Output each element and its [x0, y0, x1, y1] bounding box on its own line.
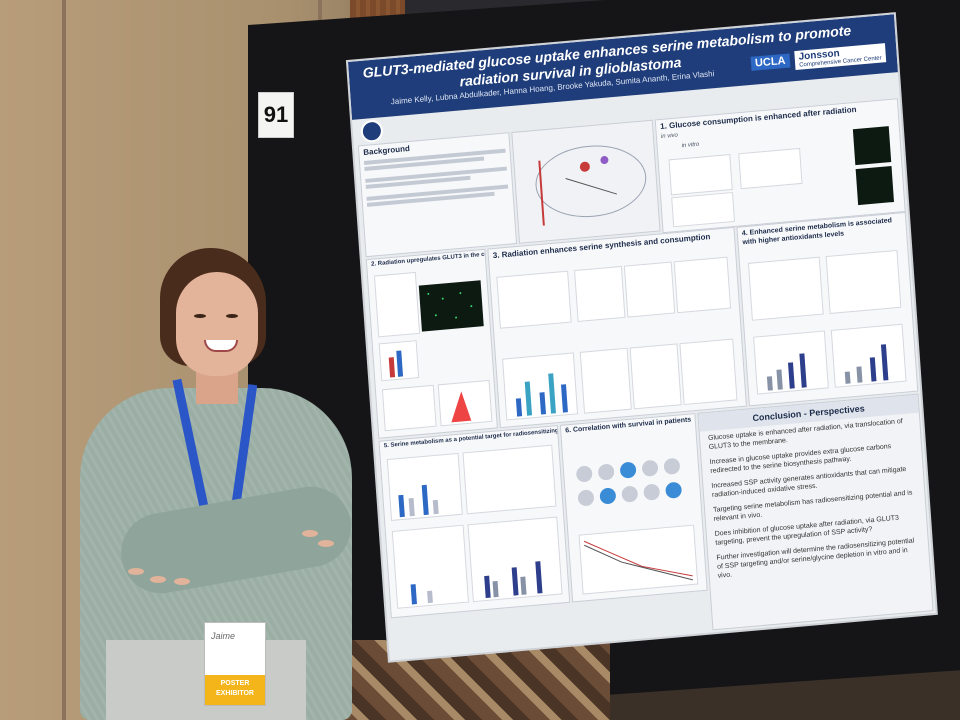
booth-number-card: 91	[258, 92, 294, 138]
line-chart-thumbnail	[623, 261, 676, 318]
sweater-cutout	[318, 540, 334, 547]
line-chart-thumbnail	[679, 338, 738, 406]
badge-band-line-1: POSTER	[220, 680, 250, 687]
name-badge: Jaime POSTER EXHIBITOR	[204, 622, 266, 706]
section-1: 1. Glucose consumption is enhanced after…	[654, 98, 906, 234]
sweater-cutout	[150, 576, 166, 583]
person-eye	[226, 314, 238, 318]
bar-chart-thumbnail	[391, 524, 469, 609]
western-blot-thumbnail	[373, 271, 421, 338]
section-6: 6. Correlation with survival in patients	[559, 413, 708, 603]
sweater-cutout	[174, 578, 190, 585]
line-chart-thumbnail	[462, 444, 557, 515]
person-eye	[194, 314, 206, 318]
section-conclusion: Conclusion - Perspectives Glucose uptake…	[697, 393, 934, 631]
microscopy-image	[855, 166, 895, 206]
jonsson-logo: Jonsson Comprehensive Cancer Center	[794, 43, 886, 71]
bar-chart-thumbnail	[502, 352, 579, 421]
university-emblem-icon	[360, 119, 384, 144]
line-chart-thumbnail	[629, 343, 682, 410]
line-chart-thumbnail	[747, 256, 824, 321]
line-chart-thumbnail	[825, 249, 902, 314]
badge-exhibitor-band: POSTER EXHIBITOR	[205, 675, 265, 705]
label-in-vitro: in vitro	[681, 141, 700, 150]
booth-number: 91	[263, 102, 289, 127]
pathway-schematic	[496, 270, 572, 329]
line-chart-thumbnail	[671, 191, 736, 228]
sweater-cutout	[128, 568, 144, 575]
survival-curve-thumbnail	[578, 524, 699, 595]
bar-chart-thumbnail	[378, 340, 420, 382]
research-poster: GLUT3-mediated glucose uptake enhances s…	[348, 14, 936, 661]
pathway-diagram	[511, 119, 661, 244]
section-5: 5. Serine metabolism as a potential targ…	[378, 425, 571, 619]
microscopy-image	[852, 126, 892, 166]
western-blot-thumbnail	[381, 384, 437, 432]
line-chart-thumbnail	[668, 154, 733, 196]
bar-chart-thumbnail	[467, 516, 563, 603]
pathway-diagram-svg	[535, 145, 647, 226]
line-chart-thumbnail	[673, 256, 732, 314]
sweater-cutout	[302, 530, 318, 537]
ucla-logo: UCLA	[750, 53, 790, 71]
bar-chart-thumbnail	[830, 323, 907, 388]
bar-chart-thumbnail	[386, 452, 463, 521]
badge-handwritten-name: Jaime	[211, 631, 236, 641]
wall-panel-seam	[62, 0, 66, 720]
histogram-thumbnail	[437, 379, 493, 427]
badge-band-line-2: EXHIBITOR	[216, 690, 254, 697]
fluorescence-microscopy-image	[418, 280, 484, 332]
person-face	[176, 272, 258, 376]
pie-chart-grid	[574, 455, 692, 530]
line-chart-thumbnail	[574, 265, 626, 322]
scatter-chart-thumbnail	[738, 147, 803, 190]
section-4: 4. Enhanced serine metabolism is associa…	[736, 211, 919, 407]
section-2: 2. Radiation upregulates GLUT3 in the ce…	[365, 248, 498, 439]
section-3: 3. Radiation enhances serine synthesis a…	[487, 226, 747, 429]
line-chart-thumbnail	[579, 347, 632, 414]
section-background: Background	[357, 132, 518, 258]
bar-chart-thumbnail	[753, 330, 829, 395]
